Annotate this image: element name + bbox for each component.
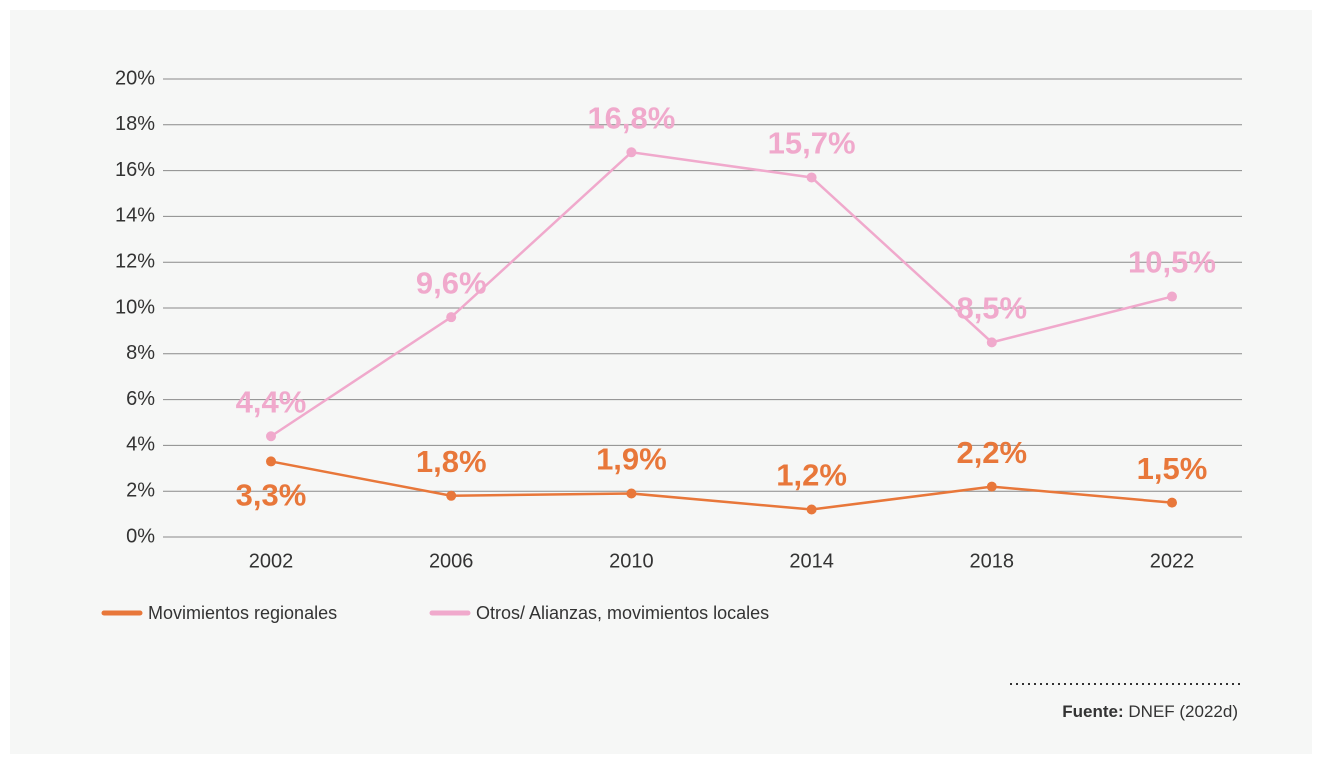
x-tick-label: 2010: [609, 550, 654, 572]
y-tick-label: 18%: [115, 113, 155, 135]
x-tick-label: 2018: [970, 550, 1015, 572]
source-text: DNEF (2022d): [1128, 702, 1238, 721]
data-label: 8,5%: [956, 291, 1027, 326]
data-point: [806, 504, 817, 515]
data-point: [1167, 497, 1177, 508]
y-tick-label: 0%: [126, 525, 155, 547]
data-point: [446, 490, 457, 501]
data-label: 2,2%: [956, 435, 1027, 470]
x-tick-label: 2002: [249, 550, 294, 572]
data-point: [266, 456, 276, 467]
y-tick-label: 6%: [126, 388, 155, 410]
data-point: [626, 147, 637, 158]
data-label: 3,3%: [236, 478, 307, 513]
series-line: [270, 460, 1173, 511]
series-line: [270, 150, 1173, 438]
legend-label: Otros/ Alianzas, movimientos locales: [476, 603, 769, 623]
data-label: 1,2%: [776, 458, 847, 493]
data-label: 15,7%: [768, 126, 856, 161]
y-tick-label: 12%: [115, 250, 155, 272]
data-point: [806, 172, 817, 183]
source: Fuente: DNEF (2022d): [1062, 702, 1238, 721]
x-tick-label: 2006: [429, 550, 474, 572]
data-label: 10,5%: [1128, 245, 1216, 280]
data-point: [986, 337, 997, 348]
data-label: 1,5%: [1137, 451, 1208, 486]
y-tick-label: 10%: [115, 296, 155, 318]
data-point: [626, 488, 637, 499]
legend-label: Movimientos regionales: [148, 603, 337, 623]
data-label: 4,4%: [236, 384, 307, 419]
data-point: [266, 431, 276, 442]
source-label: Fuente:: [1062, 702, 1123, 721]
data-point: [446, 312, 457, 323]
y-tick-label: 8%: [126, 342, 155, 364]
y-tick-label: 14%: [115, 205, 155, 227]
data-label: 1,8%: [416, 444, 487, 479]
y-tick-label: 4%: [126, 434, 155, 456]
y-tick-label: 16%: [115, 159, 155, 181]
x-tick-label: 2022: [1150, 550, 1195, 572]
data-point: [1167, 291, 1177, 302]
data-label: 16,8%: [587, 100, 675, 135]
data-label: 1,9%: [596, 442, 667, 477]
y-tick-label: 20%: [115, 67, 155, 89]
data-point: [986, 481, 997, 492]
data-label: 9,6%: [416, 265, 487, 300]
x-tick-label: 2014: [789, 550, 834, 572]
y-tick-label: 2%: [126, 479, 155, 501]
background: [10, 10, 1312, 754]
